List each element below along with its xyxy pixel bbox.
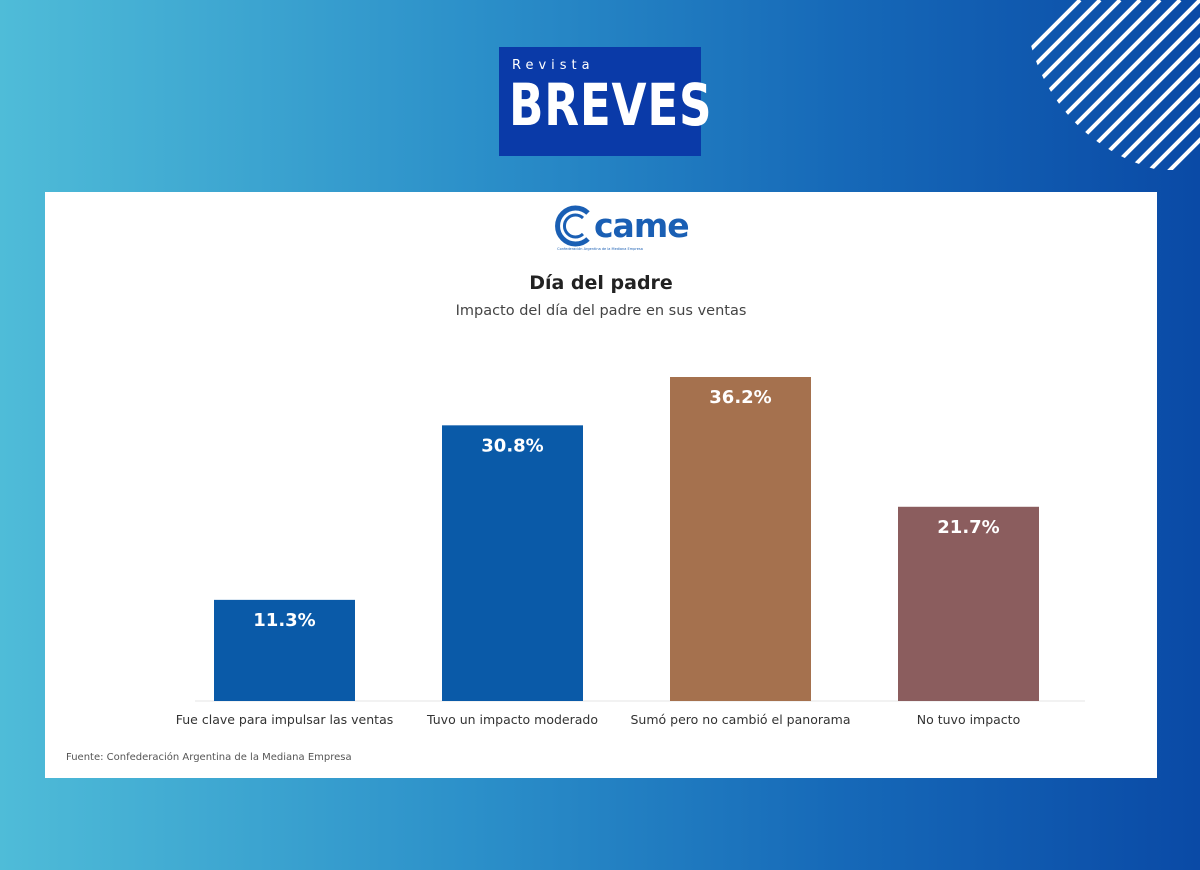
data-label-3: 36.2% [709,387,771,408]
bar-1 [214,599,355,701]
bar-4 [898,506,1039,701]
chart-title: Día del padre [529,272,673,294]
category-label-4: No tuvo impacto [917,712,1020,727]
bar-3 [670,377,811,701]
bar-chart: 11.3% Fue clave para impulsar las ventas 3… [176,377,1085,727]
data-label-2: 30.8% [481,435,543,456]
data-label-4: 21.7% [937,517,999,538]
came-logo: came Confederación Argentina de la Media… [550,204,690,256]
came-ring-icon [555,205,590,247]
came-tagline: Confederación Argentina de la Mediana Em… [557,247,643,251]
logo-small-text: Revista [512,58,595,73]
data-label-1: 11.3% [253,610,315,631]
came-wordmark: came [594,206,690,245]
bar-2 [442,425,583,701]
logo-main-text: BREVES [509,71,713,139]
category-label-1: Fue clave para impulsar las ventas [176,712,394,727]
revista-breves-logo: Revista BREVES [499,47,712,156]
chart-card: came Confederación Argentina de la Media… [45,192,1157,778]
category-label-3: Sumó pero no cambió el panorama [631,712,851,727]
category-label-2: Tuvo un impacto moderado [426,712,598,727]
source-note: Fuente: Confederación Argentina de la Me… [66,752,352,763]
decorative-stripes [1025,0,1200,170]
chart-subtitle: Impacto del día del padre en sus ventas [455,303,747,319]
